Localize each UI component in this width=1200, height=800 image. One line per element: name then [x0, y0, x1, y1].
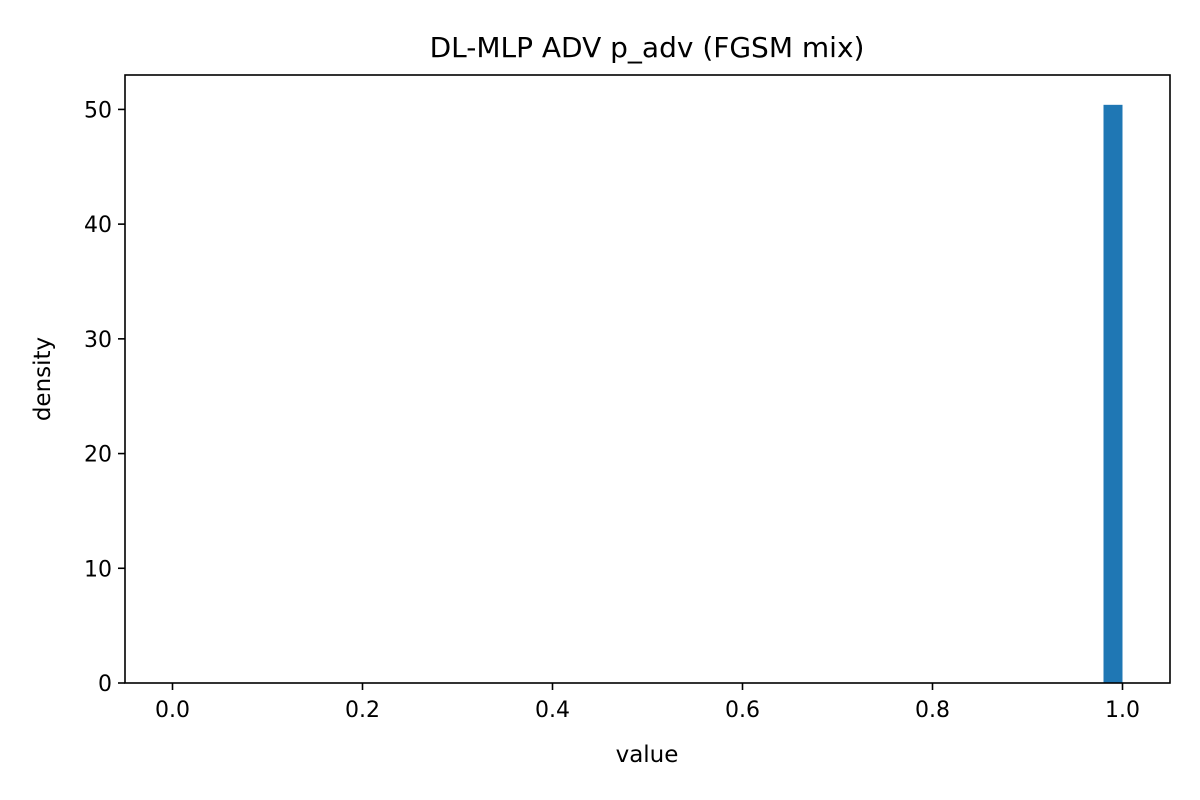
chart-title: DL-MLP ADV p_adv (FGSM mix) — [430, 31, 865, 64]
y-tick-label: 20 — [84, 443, 112, 468]
histogram-bar — [1103, 104, 1123, 683]
x-axis-ticks: 0.0 0.2 0.4 0.6 0.8 1.0 — [155, 683, 1140, 723]
bars-group — [1103, 104, 1123, 683]
plot-area — [125, 75, 1170, 683]
x-tick-label: 0.4 — [535, 698, 570, 723]
x-tick-label: 0.0 — [155, 698, 190, 723]
y-axis-label: density — [30, 337, 56, 421]
x-tick-label: 1.0 — [1105, 698, 1140, 723]
x-tick-label: 0.8 — [915, 698, 950, 723]
x-tick-label: 0.2 — [345, 698, 380, 723]
y-tick-label: 30 — [84, 328, 112, 353]
y-tick-label: 40 — [84, 213, 112, 238]
y-tick-label: 10 — [84, 557, 112, 582]
y-tick-label: 0 — [98, 672, 112, 697]
x-tick-label: 0.6 — [725, 698, 760, 723]
y-tick-label: 50 — [84, 98, 112, 123]
plot-frame — [124, 74, 1171, 684]
x-axis-label: value — [616, 742, 679, 768]
y-axis-ticks: 0 10 20 30 40 50 — [84, 98, 125, 697]
